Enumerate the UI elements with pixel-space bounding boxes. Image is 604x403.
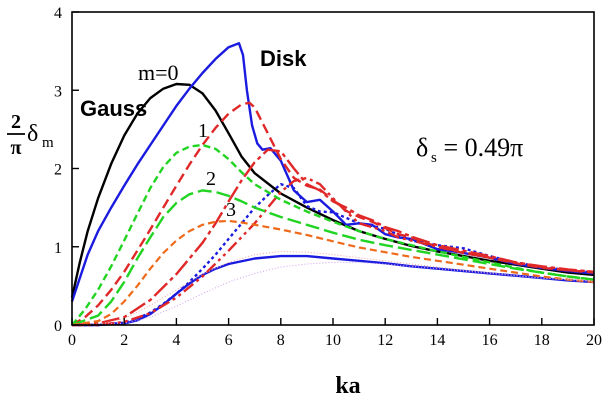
x-tick-label: 6 (225, 332, 233, 349)
series-line-4 (72, 183, 595, 327)
series-line-7 (72, 176, 595, 327)
annotation-m3: 3 (226, 199, 236, 221)
y-tick-label: 0 (54, 318, 62, 335)
delta-s-value: = 0.49π (437, 133, 523, 162)
x-tick-label: 8 (277, 332, 285, 349)
annotation-m2: 2 (206, 168, 216, 190)
x-tick-label: 20 (586, 332, 602, 349)
y-tick-label: 3 (54, 83, 62, 100)
series-line-12 (71, 261, 595, 326)
plot-frame (71, 11, 595, 326)
delta-s-symbol: δ (416, 133, 428, 162)
series-line-1 (70, 82, 595, 298)
annotation-m0: m=0 (138, 60, 179, 85)
y-label-fraction-num: 2 (11, 111, 21, 133)
y-axis-label: 2 π δ m (7, 111, 54, 159)
series-line-3 (72, 254, 595, 327)
annotation-disk: Disk (260, 46, 307, 71)
series-line-8 (71, 143, 595, 326)
delta-s-subscript: s (431, 150, 437, 166)
series-layer (70, 42, 595, 327)
y-label-subscript: m (42, 135, 54, 151)
x-tick-label: 16 (482, 332, 498, 349)
x-tick-label: 2 (120, 332, 128, 349)
x-tick-label: 14 (429, 332, 445, 349)
y-label-delta-symbol: δ (27, 121, 38, 147)
x-tick-label: 12 (377, 332, 393, 349)
y-label-fraction-den: π (11, 137, 22, 159)
annotation-delta-s: δ s = 0.49π (416, 133, 523, 166)
x-tick-label: 18 (534, 332, 550, 349)
x-tick-label: 0 (68, 332, 76, 349)
x-tick-label: 10 (325, 332, 341, 349)
y-tick-label: 4 (54, 5, 62, 22)
series-line-10 (71, 219, 595, 327)
x-tick-label: 4 (172, 332, 180, 349)
y-tick-label: 2 (54, 162, 62, 179)
series-line-6 (71, 148, 595, 327)
x-axis-label: ka (335, 373, 360, 399)
series-line-9 (71, 189, 595, 327)
annotation-gauss: Gauss (80, 96, 147, 121)
series-line-2 (70, 42, 595, 302)
annotation-m1: 1 (198, 120, 208, 142)
y-tick-label: 1 (54, 240, 62, 257)
